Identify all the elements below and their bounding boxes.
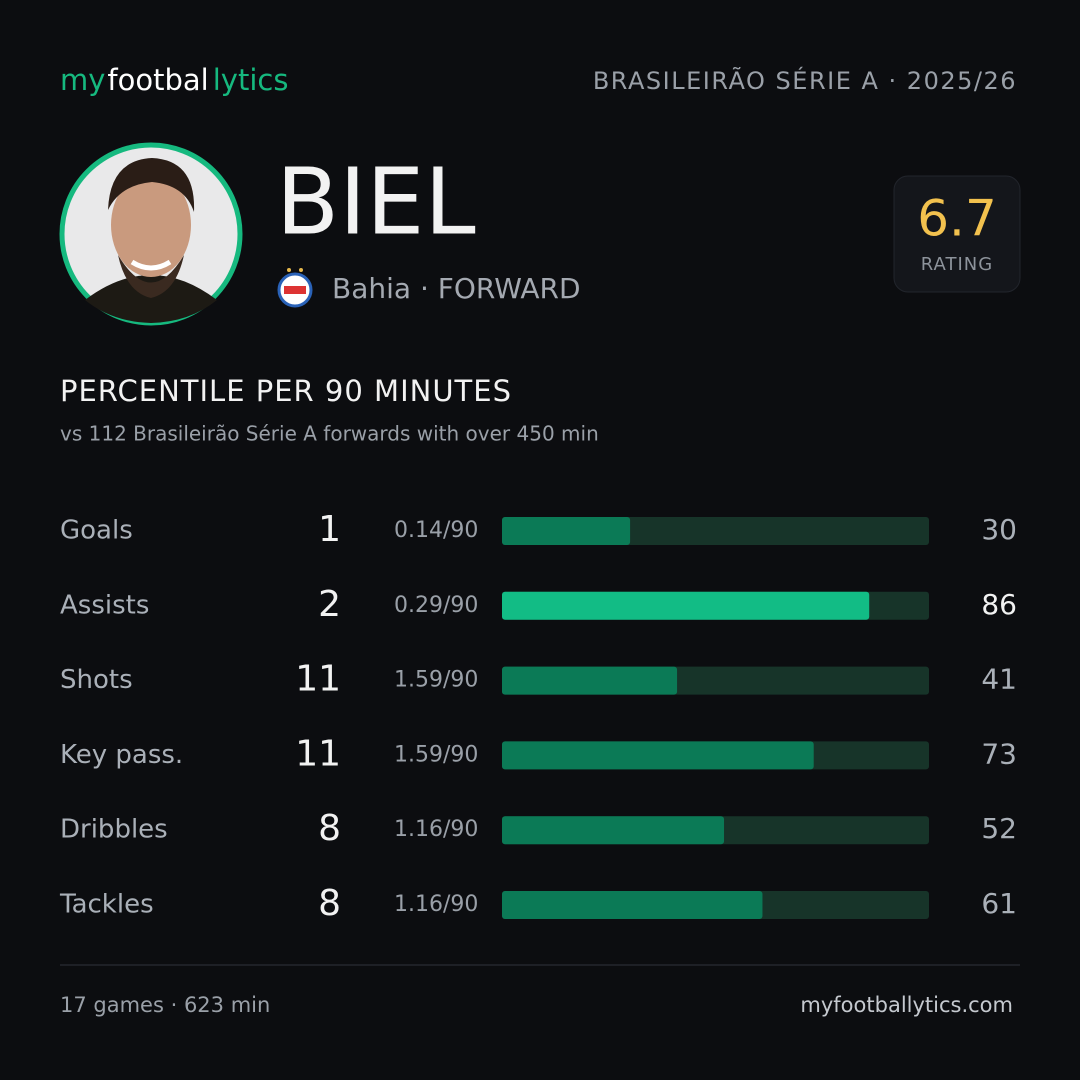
player-photo [59,142,243,326]
rating-box [893,175,1021,293]
logo-my: my [60,63,105,97]
stat-per90: 0.14/90 [394,518,478,543]
stat-per90: 0.29/90 [394,593,478,618]
stat-total: 2 [318,584,341,625]
stat-percentile: 41 [981,663,1017,696]
logo-footbal: footbal [107,63,208,97]
stat-per90: 1.16/90 [394,817,478,842]
section-title: PERCENTILE PER 90 MINUTES [60,374,512,408]
stat-label: Tackles [59,890,154,920]
stat-percentile: 52 [981,812,1017,845]
footer-summary: 17 games · 623 min [60,993,270,1017]
stat-total: 8 [318,883,341,924]
section-subtitle: vs 112 Brasileirão Série A forwards with… [60,422,599,446]
stat-total: 11 [295,733,341,774]
stat-percentile: 30 [981,513,1017,546]
team-position: Bahia · FORWARD [332,272,581,305]
stat-per90: 1.59/90 [394,742,478,767]
rating-value: 6.7 [917,190,997,248]
team-crest [277,268,313,308]
footer-site: myfootballytics.com [800,993,1013,1017]
stat-total: 1 [318,509,341,550]
stat-total: 8 [318,808,341,849]
logo-lytics: lytics [213,63,289,97]
stat-total: 11 [295,659,341,700]
stat-label: Shots [60,665,133,695]
stat-label: Key pass. [60,740,183,770]
bar [502,517,631,545]
stat-label: Dribbles [60,815,168,845]
stat-percentile: 86 [981,588,1017,621]
stat-label: Assists [60,590,149,620]
player-name: BIEL [276,148,476,255]
rating-label: RATING [921,254,993,275]
bar [502,666,678,695]
bar [502,891,763,919]
stat-rows: Goals 1 0.14/90 30 Assists 2 0.29/90 86 Shots 11 1… [59,509,1017,924]
logo: myfootbal lytics [60,63,288,97]
bar [502,741,814,770]
stat-percentile: 61 [981,887,1017,920]
stat-label: Goals [60,516,133,546]
bar [502,591,870,620]
stat-percentile: 73 [981,737,1017,770]
stat-per90: 1.16/90 [394,892,478,917]
bar [502,816,725,845]
competition: BRASILEIRÃO SÉRIE A · 2025/26 [593,65,1017,95]
stat-per90: 1.59/90 [394,668,478,693]
